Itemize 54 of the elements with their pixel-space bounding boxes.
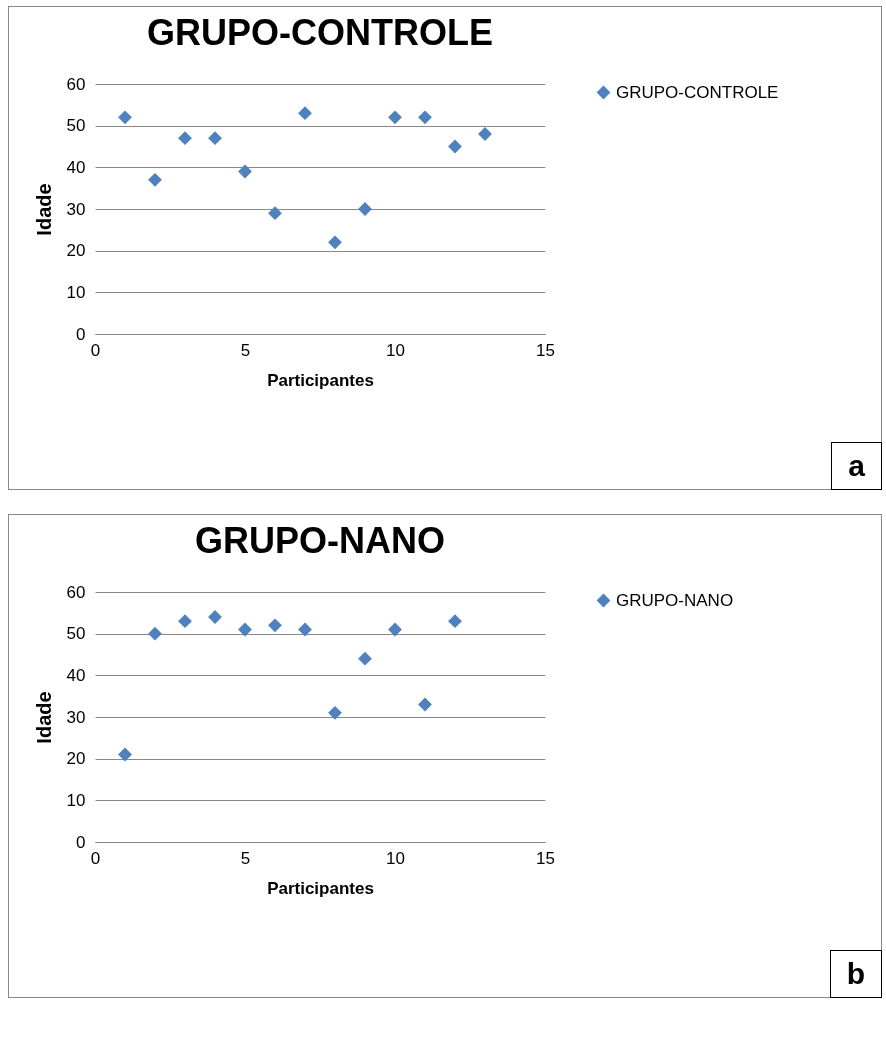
text: a (831, 442, 882, 490)
point (298, 622, 312, 637)
legend-label: GRUPO-CONTROLE (616, 82, 779, 102)
point (448, 139, 462, 154)
x-tick-label: 10 (386, 340, 405, 360)
y-tick-label: 30 (66, 707, 86, 727)
y-tick-label: 60 (66, 74, 86, 94)
x-tick-label: 5 (240, 340, 251, 360)
legend-label: GRUPO-NANO (616, 590, 734, 610)
point (418, 697, 432, 712)
y-tick-label: 20 (66, 749, 86, 769)
point (238, 622, 252, 637)
point (298, 106, 312, 121)
y-axis-title: Idade (32, 183, 55, 236)
y-tick-label: 40 (66, 665, 86, 685)
y-tick-label: 20 (66, 241, 86, 261)
y-tick-label: 50 (66, 116, 86, 136)
x-axis-title: Participantes (267, 370, 374, 390)
point (268, 618, 282, 633)
point (448, 614, 462, 629)
x-tick-label: 10 (386, 848, 405, 868)
x-tick-label: 15 (536, 848, 555, 868)
y-tick-label: 40 (66, 157, 86, 177)
point (388, 110, 402, 125)
x-tick-label: 0 (90, 848, 101, 868)
point (328, 705, 342, 720)
y-tick-label: 60 (66, 582, 86, 602)
point (118, 110, 132, 125)
y-tick-label: 0 (76, 832, 86, 852)
x-tick-label: 0 (90, 340, 101, 360)
y-tick-label: 50 (66, 624, 86, 644)
text: b (829, 950, 882, 998)
point (208, 131, 222, 146)
y-tick-label: 10 (66, 282, 86, 302)
x-axis-title: Participantes (267, 878, 374, 898)
point (178, 614, 192, 629)
point (148, 172, 162, 187)
y-tick-label: 10 (66, 790, 86, 810)
point (238, 164, 252, 179)
point (148, 626, 162, 641)
chart-title: GRUPO-NANO (195, 520, 445, 561)
y-tick-label: 30 (66, 199, 86, 219)
chart-title: GRUPO-CONTROLE (147, 12, 493, 53)
y-tick-label: 0 (76, 324, 86, 344)
point (118, 747, 132, 762)
y-axis-title: Idade (32, 691, 55, 744)
x-tick-label: 5 (240, 848, 251, 868)
point (388, 622, 402, 637)
x-tick-label: 15 (536, 340, 555, 360)
point (178, 131, 192, 146)
point (418, 110, 432, 125)
point (358, 651, 372, 666)
point (328, 235, 342, 250)
point (268, 206, 282, 221)
